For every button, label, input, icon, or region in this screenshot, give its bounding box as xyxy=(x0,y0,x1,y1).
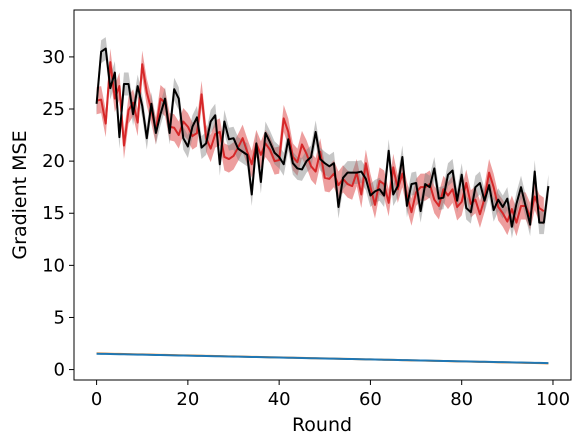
y-tick-label: 10 xyxy=(42,255,65,276)
x-tick-label: 20 xyxy=(176,389,199,410)
y-tick-label: 20 xyxy=(42,151,65,172)
x-tick-label: 0 xyxy=(91,389,102,410)
y-tick-label: 25 xyxy=(42,99,65,120)
x-axis-ticks: 0 20 40 60 80 100 xyxy=(91,380,570,410)
plot-background xyxy=(74,10,571,380)
series-line-1 xyxy=(95,47,550,228)
y-tick-label: 15 xyxy=(42,203,65,224)
x-tick-label: 60 xyxy=(359,389,382,410)
series-lines xyxy=(95,47,550,365)
y-tick-label: 5 xyxy=(54,307,65,328)
x-tick-label: 40 xyxy=(268,389,291,410)
series-band-1 xyxy=(96,37,549,239)
y-tick-label: 0 xyxy=(54,360,65,381)
y-axis-label: Gradient MSE xyxy=(9,130,31,259)
plot-frame xyxy=(73,9,572,381)
y-tick-label: 30 xyxy=(42,47,65,68)
x-axis-label: Round xyxy=(292,414,352,436)
series-line-3 xyxy=(96,352,549,365)
y-axis-ticks: 0 5 10 15 20 25 30 xyxy=(42,47,74,381)
x-tick-label: 80 xyxy=(450,389,473,410)
x-tick-label: 100 xyxy=(536,389,570,410)
